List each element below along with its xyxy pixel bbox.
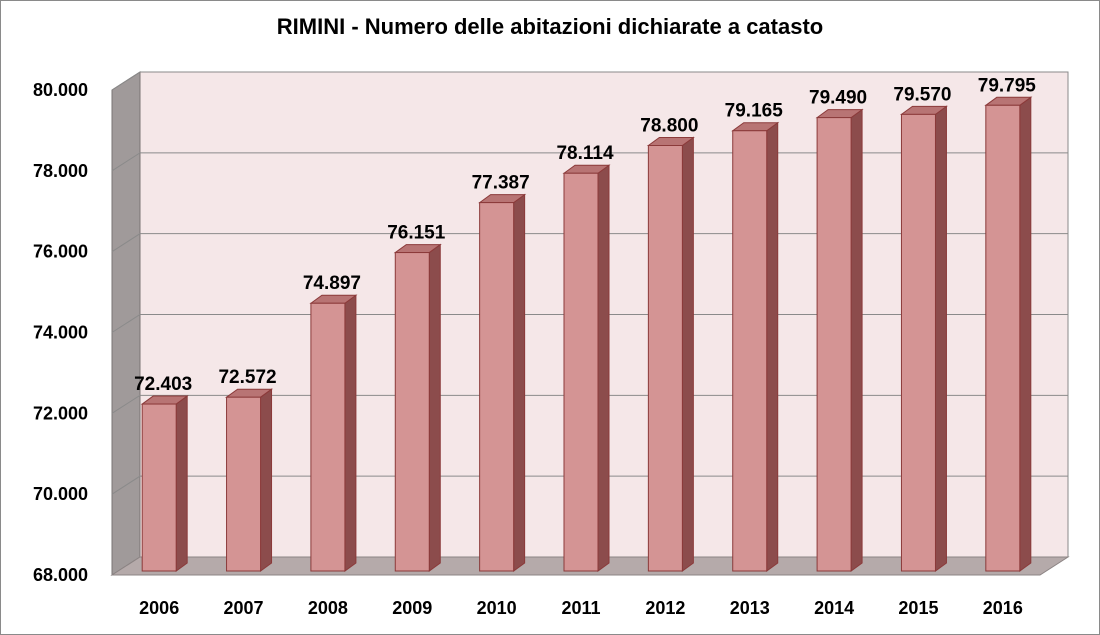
x-tick-label: 2016 xyxy=(983,598,1023,618)
x-tick-label: 2015 xyxy=(898,598,938,618)
bar xyxy=(393,243,442,572)
x-tick-label: 2010 xyxy=(477,598,517,618)
y-tick-label: 80.000 xyxy=(33,80,88,100)
x-tick-label: 2009 xyxy=(392,598,432,618)
bar xyxy=(562,164,611,572)
chart-title: RIMINI - Numero delle abitazioni dichiar… xyxy=(276,14,824,39)
data-label: 74.897 xyxy=(303,273,361,294)
bar-side xyxy=(597,164,610,572)
data-label: 77.387 xyxy=(472,173,530,194)
bar xyxy=(731,121,780,572)
bar-front xyxy=(816,117,852,572)
bar-side xyxy=(513,193,526,572)
bar-side xyxy=(175,395,188,572)
data-label: 76.151 xyxy=(387,223,446,244)
data-label: 72.572 xyxy=(218,367,276,388)
data-label: 79.490 xyxy=(809,88,867,109)
bar xyxy=(899,105,948,572)
y-tick-label: 72.000 xyxy=(33,403,88,423)
x-tick-label: 2011 xyxy=(561,598,600,618)
bar-front xyxy=(310,302,346,572)
bar-side xyxy=(428,243,441,572)
bar xyxy=(984,96,1033,572)
bar-front xyxy=(141,403,177,572)
y-tick-label: 68.000 xyxy=(33,565,88,585)
bar xyxy=(225,388,274,572)
bar-front xyxy=(563,172,599,572)
y-tick-label: 70.000 xyxy=(33,484,88,504)
bar-side xyxy=(934,105,947,572)
bar-front xyxy=(647,145,683,572)
bar-side xyxy=(681,136,694,572)
gridline xyxy=(111,71,1068,91)
bar-front xyxy=(479,202,515,572)
y-tick-label: 76.000 xyxy=(33,242,88,262)
data-label: 78.800 xyxy=(640,116,698,137)
data-label: 79.795 xyxy=(978,75,1037,96)
bar-side xyxy=(1019,96,1032,572)
bar-front xyxy=(732,130,768,572)
bar-side xyxy=(260,388,273,572)
data-label: 79.570 xyxy=(893,84,951,105)
bar-front xyxy=(985,104,1021,572)
bar-front xyxy=(394,252,430,572)
bar xyxy=(478,193,527,572)
x-tick-label: 2012 xyxy=(645,598,685,618)
data-label: 79.165 xyxy=(725,101,784,122)
bar xyxy=(815,108,864,572)
bar-side xyxy=(766,121,779,572)
x-tick-label: 2014 xyxy=(814,598,854,618)
x-tick-label: 2008 xyxy=(308,598,348,618)
y-tick-label: 78.000 xyxy=(33,161,88,181)
bar-front xyxy=(226,396,262,572)
x-tick-label: 2007 xyxy=(224,598,264,618)
bar-front xyxy=(900,113,936,572)
bar xyxy=(309,294,358,572)
bar xyxy=(646,136,695,572)
y-tick-label: 74.000 xyxy=(33,323,88,343)
bar xyxy=(140,395,189,572)
bar-side xyxy=(850,108,863,572)
x-tick-label: 2006 xyxy=(139,598,179,618)
bar-side xyxy=(344,294,357,572)
x-tick-label: 2013 xyxy=(730,598,770,618)
data-label: 78.114 xyxy=(556,143,613,164)
data-label: 72.403 xyxy=(134,374,192,395)
